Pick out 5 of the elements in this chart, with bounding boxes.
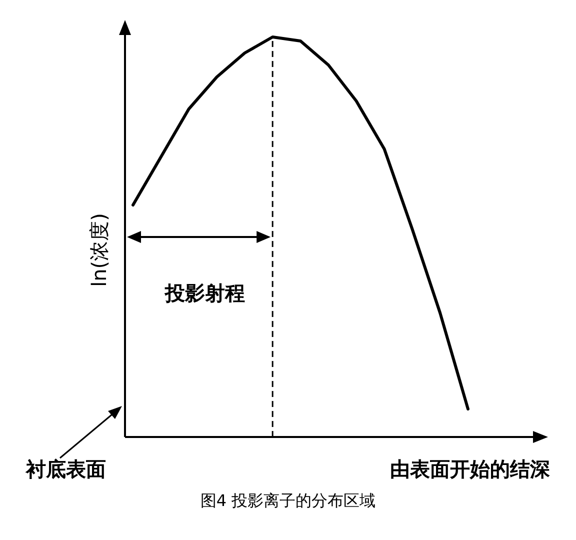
caption: 图4 投影离子的分布区域 xyxy=(200,491,376,510)
x-axis-title: 由表面开始的结深 xyxy=(390,457,551,481)
y-axis-title: ln(浓度) xyxy=(87,213,111,287)
annotation: 投影射程 xyxy=(164,281,245,305)
text: 衬底表面 xyxy=(25,457,106,481)
